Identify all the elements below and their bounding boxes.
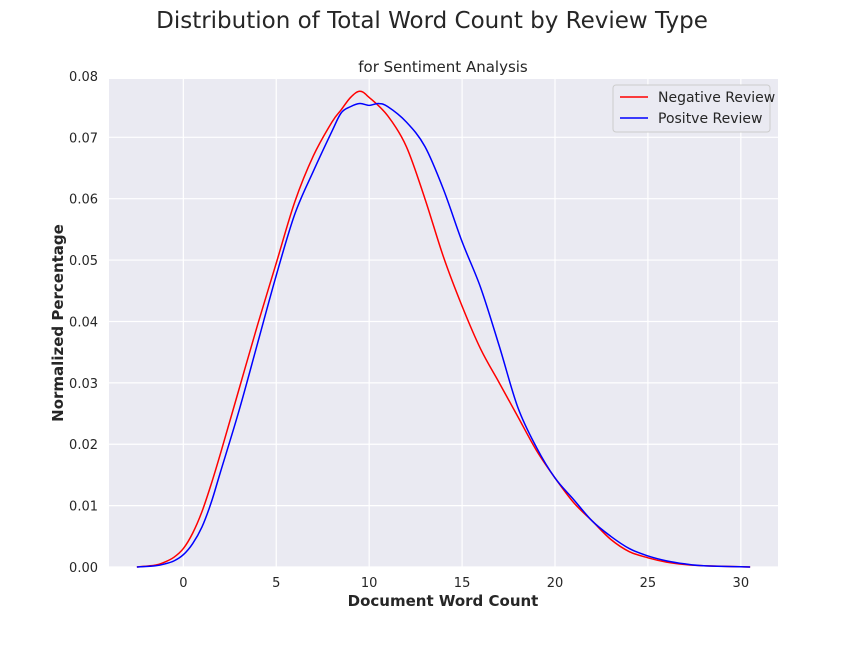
legend-box [612, 84, 771, 133]
x-tick-label: 15 [454, 576, 471, 591]
y-tick-label: 0.03 [69, 377, 98, 392]
legend: Negative Review Positve Review [612, 84, 775, 133]
y-tick-label: 0.08 [69, 70, 98, 85]
plot-background [109, 79, 778, 567]
figure-suptitle: Distribution of Total Word Count by Revi… [156, 8, 708, 34]
y-tick-labels: 0.00 0.01 0.02 0.03 0.04 0.05 0.06 0.07 0.08 [69, 70, 98, 576]
series-line-1 [136, 102, 751, 568]
y-axis-label: Normalized Percentage [49, 224, 67, 422]
x-tick-label: 10 [361, 576, 378, 591]
series-lines [136, 90, 751, 568]
x-tick-label: 30 [733, 576, 750, 591]
chart-title: for Sentiment Analysis [358, 58, 528, 76]
x-tick-labels: 0 5 10 15 20 25 30 [179, 576, 749, 591]
x-axis-label: Document Word Count [348, 592, 539, 610]
legend-label: Positve Review [658, 111, 762, 127]
x-tick-label: 25 [640, 576, 657, 591]
x-tick-label: 5 [272, 576, 280, 591]
y-tick-label: 0.04 [69, 315, 98, 330]
legend-label: Negative Review [658, 90, 775, 106]
grid-lines [109, 75, 778, 568]
x-tick-label: 0 [179, 576, 187, 591]
y-tick-label: 0.07 [69, 131, 98, 146]
y-tick-label: 0.06 [69, 193, 98, 208]
series-line-0 [136, 90, 751, 568]
y-tick-label: 0.02 [69, 438, 98, 453]
y-tick-label: 0.05 [69, 254, 98, 269]
x-tick-label: 20 [547, 576, 564, 591]
legend-items: Negative Review Positve Review [620, 90, 775, 127]
y-tick-label: 0.01 [69, 500, 98, 515]
y-tick-label: 0.00 [69, 561, 98, 576]
